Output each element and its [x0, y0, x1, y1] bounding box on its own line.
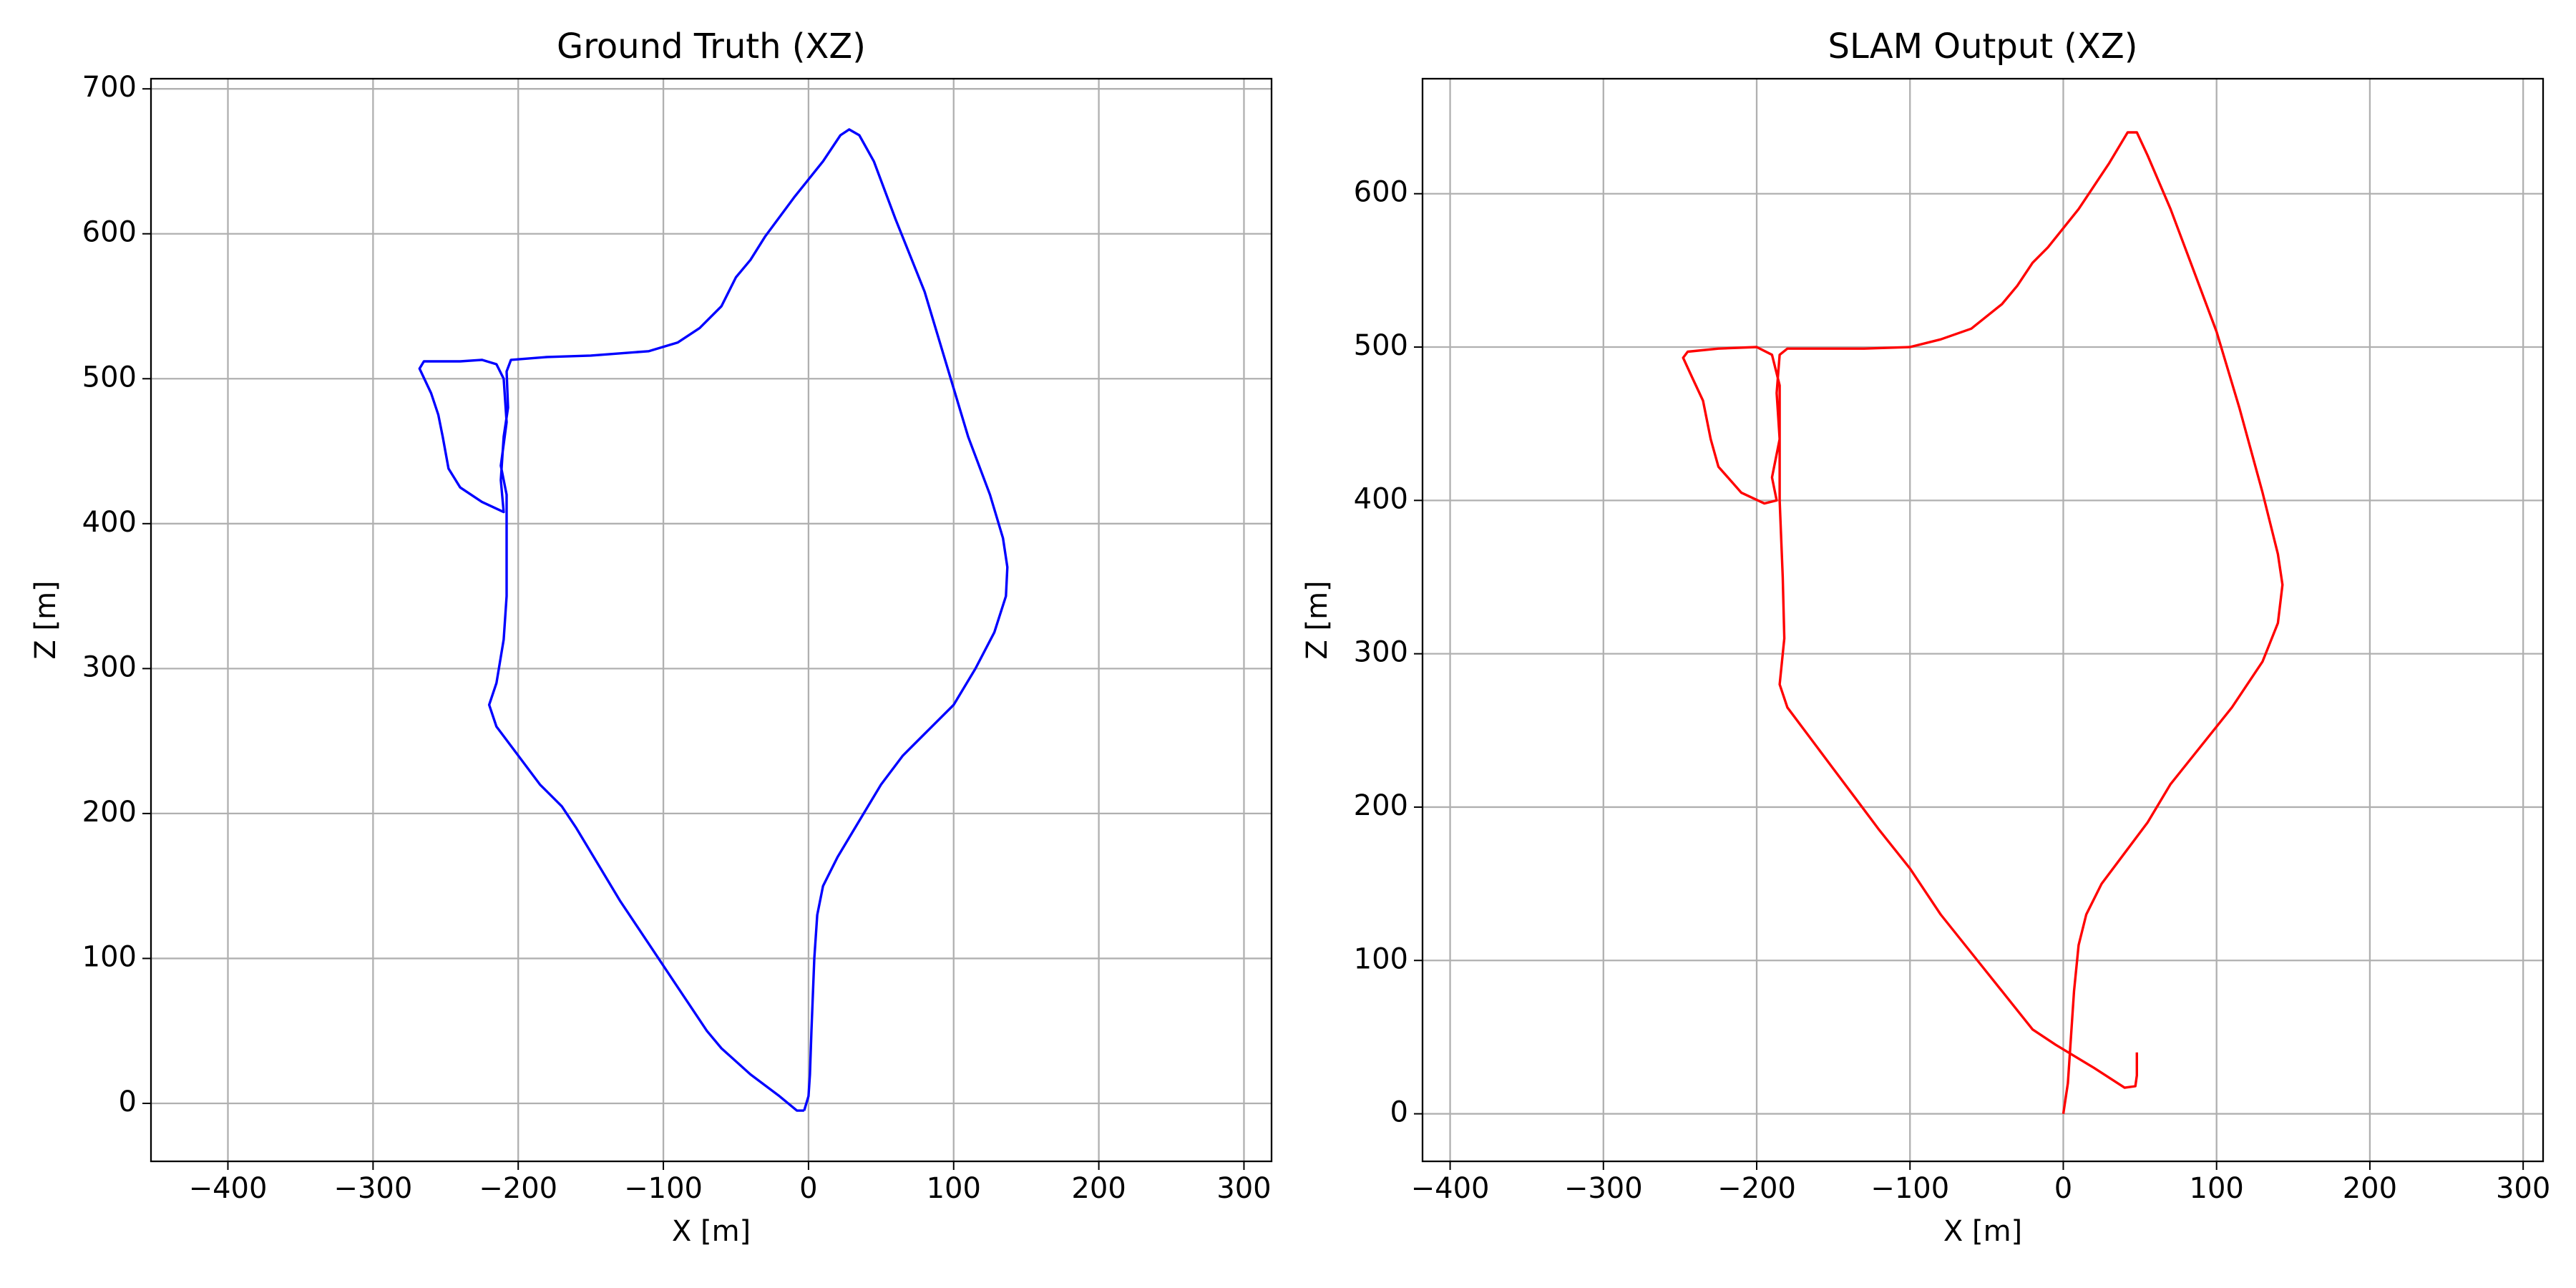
y-tick-label: 100 [82, 940, 137, 973]
trajectory-line [418, 128, 1009, 1112]
x-tick-label: 300 [2496, 1172, 2550, 1205]
y-tick-label: 0 [1390, 1096, 1408, 1129]
y-tick-label: 200 [1354, 789, 1408, 822]
x-tick-label: −300 [333, 1172, 412, 1205]
y-tick-label: 400 [82, 506, 137, 539]
y-tick-label: 200 [82, 796, 137, 829]
y-tick-label: 400 [1354, 482, 1408, 515]
y-tick-label: 100 [1354, 942, 1408, 975]
y-axis-label: Z [m] [29, 580, 62, 659]
x-tick-label: −100 [1870, 1172, 1949, 1205]
y-axis-label: Z [m] [1301, 580, 1334, 659]
y-tick-label: 700 [82, 71, 137, 104]
y-tick-label: 300 [82, 650, 137, 683]
x-axis-label: X [m] [1943, 1215, 2022, 1248]
x-tick-label: −200 [1717, 1172, 1796, 1205]
x-tick-label: 0 [2054, 1172, 2072, 1205]
axes-frame [1421, 77, 2545, 1163]
y-tick-label: 500 [82, 361, 137, 394]
y-tick-label: 600 [1354, 176, 1408, 209]
x-tick-label: −400 [1411, 1172, 1490, 1205]
chart-title: SLAM Output (XZ) [1828, 26, 2137, 67]
x-tick-label: 100 [927, 1172, 981, 1205]
axes-frame [150, 77, 1273, 1163]
x-tick-label: 0 [799, 1172, 817, 1205]
x-axis-label: X [m] [672, 1215, 751, 1248]
y-tick-label: 600 [82, 216, 137, 249]
chart-title: Ground Truth (XZ) [557, 26, 866, 67]
x-tick-label: −300 [1564, 1172, 1643, 1205]
x-tick-label: 300 [1216, 1172, 1271, 1205]
x-tick-label: −200 [479, 1172, 557, 1205]
x-tick-label: −100 [624, 1172, 703, 1205]
x-tick-label: 200 [2343, 1172, 2397, 1205]
y-tick-label: 300 [1354, 636, 1408, 669]
x-tick-label: −400 [189, 1172, 268, 1205]
x-tick-label: 200 [1071, 1172, 1126, 1205]
y-tick-label: 500 [1354, 329, 1408, 362]
trajectory-line [1682, 131, 2284, 1114]
x-tick-label: 100 [2190, 1172, 2244, 1205]
y-tick-label: 0 [119, 1085, 137, 1118]
